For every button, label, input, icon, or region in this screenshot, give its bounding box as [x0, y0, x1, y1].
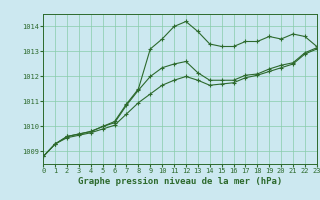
X-axis label: Graphe pression niveau de la mer (hPa): Graphe pression niveau de la mer (hPa) — [78, 177, 282, 186]
